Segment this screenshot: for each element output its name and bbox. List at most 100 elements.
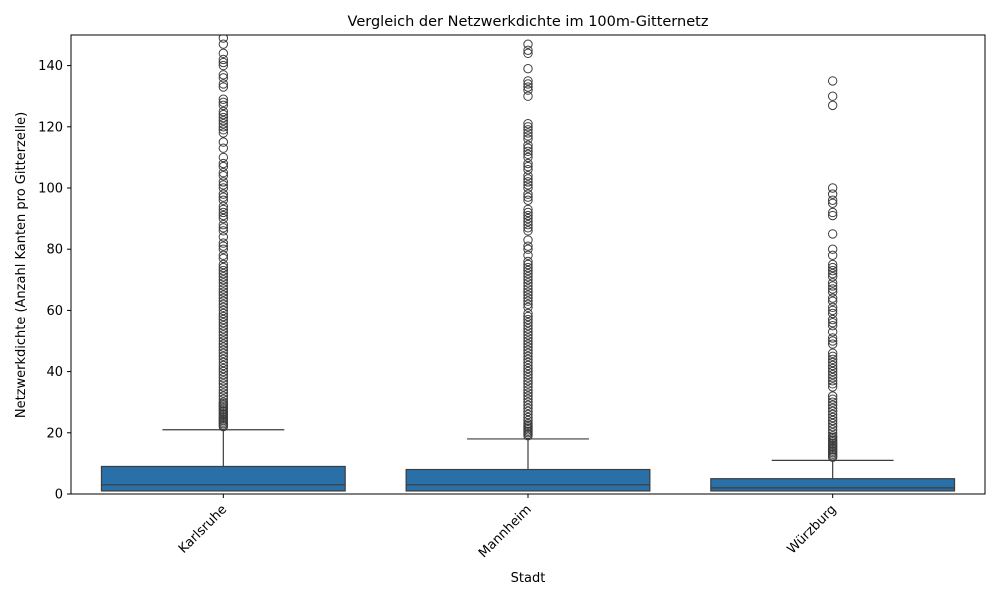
outlier-point — [523, 336, 533, 346]
outlier-point — [218, 210, 229, 221]
outlier-point — [523, 256, 533, 267]
outlier-point — [827, 409, 838, 420]
outlier-point — [218, 345, 229, 355]
outlier-point — [218, 125, 229, 135]
y-tick-label: 20 — [46, 426, 63, 441]
outlier-point — [523, 275, 533, 285]
outlier-point — [218, 183, 229, 193]
outlier-point — [827, 314, 838, 325]
outlier-point — [523, 369, 533, 380]
outlier-point — [827, 421, 838, 432]
outlier-point — [523, 82, 533, 92]
x-tick-label: Würzburg — [785, 502, 840, 557]
outlier-point — [218, 195, 229, 205]
outlier-point — [523, 152, 533, 163]
outlier-point — [218, 158, 229, 169]
outlier-point — [218, 106, 229, 117]
outlier-point — [523, 125, 533, 135]
y-axis-label: Netzwerkdichte (Anzahl Kanten pro Gitter… — [14, 112, 29, 418]
outlier-point — [218, 317, 229, 328]
outlier-point — [523, 363, 533, 374]
outlier-point — [218, 268, 229, 279]
outlier-point — [827, 278, 838, 288]
outlier-point — [827, 391, 838, 401]
outlier-point — [523, 373, 533, 383]
outlier-point — [523, 287, 533, 297]
outlier-point — [523, 140, 533, 150]
outlier-point — [827, 428, 838, 438]
outlier-point — [827, 302, 838, 313]
outlier-point — [218, 388, 229, 398]
outlier-point — [218, 265, 229, 276]
outlier-point — [523, 213, 533, 224]
outlier-point — [218, 161, 229, 172]
outlier-point — [523, 354, 533, 365]
box-iqr — [405, 468, 651, 492]
outlier-point — [218, 369, 229, 380]
outlier-point — [218, 232, 229, 242]
outlier-point — [218, 308, 229, 319]
outlier-point — [523, 302, 533, 313]
outlier-point — [218, 180, 229, 190]
outlier-point — [218, 360, 229, 371]
outlier-point — [218, 57, 229, 68]
outlier-point — [523, 385, 533, 395]
outlier-point — [218, 177, 229, 187]
outlier-point — [827, 305, 838, 316]
outlier-point — [523, 293, 533, 303]
outlier-point — [218, 342, 229, 352]
outlier-point — [218, 79, 229, 89]
outlier-point — [523, 48, 533, 59]
outlier-point — [523, 250, 533, 261]
outlier-point — [523, 63, 533, 74]
outlier-point — [218, 152, 229, 163]
outlier-point — [523, 382, 533, 392]
outlier-point — [523, 171, 533, 181]
outlier-point — [218, 385, 229, 395]
outlier-point — [523, 262, 533, 273]
outlier-point — [218, 311, 229, 322]
outlier-point — [523, 284, 533, 294]
outlier-point — [523, 327, 533, 337]
outlier-point — [218, 115, 229, 126]
outlier-point — [827, 198, 838, 209]
outlier-point — [827, 379, 838, 389]
outlier-point — [218, 60, 229, 71]
outlier-point — [523, 406, 533, 417]
outlier-point — [218, 70, 229, 80]
outlier-point — [218, 379, 229, 389]
outlier-point — [218, 100, 229, 111]
box-group-mannheim — [405, 39, 651, 492]
outlier-point — [523, 146, 533, 156]
outlier-point — [827, 339, 838, 349]
outlier-point — [523, 342, 533, 352]
outlier-point — [218, 293, 229, 303]
chart-title: Vergleich der Netzwerkdichte im 100m-Git… — [348, 14, 709, 30]
x-axis-label: Stadt — [511, 571, 546, 586]
outlier-point — [218, 305, 229, 316]
plot-area — [70, 34, 986, 495]
outlier-point — [523, 391, 533, 401]
outlier-point — [523, 210, 533, 221]
outlier-point — [523, 259, 533, 270]
outlier-point — [827, 369, 838, 380]
outlier-point — [827, 366, 838, 377]
outlier-point — [218, 192, 229, 202]
outlier-point — [523, 400, 533, 410]
outlier-point — [827, 351, 838, 361]
outlier-point — [523, 314, 533, 325]
outlier-point — [218, 284, 229, 294]
outlier-point — [523, 134, 533, 144]
outlier-point — [523, 143, 533, 153]
outlier-point — [523, 226, 533, 236]
y-tick-label: 80 — [46, 243, 63, 258]
outlier-point — [218, 48, 229, 59]
outlier-point — [218, 302, 229, 313]
outlier-point — [827, 100, 838, 111]
outlier-point — [523, 321, 533, 331]
outlier-point — [523, 244, 533, 254]
outlier-point — [218, 339, 229, 349]
outlier-point — [523, 174, 533, 184]
outlier-point — [218, 112, 229, 123]
outlier-point — [523, 235, 533, 245]
